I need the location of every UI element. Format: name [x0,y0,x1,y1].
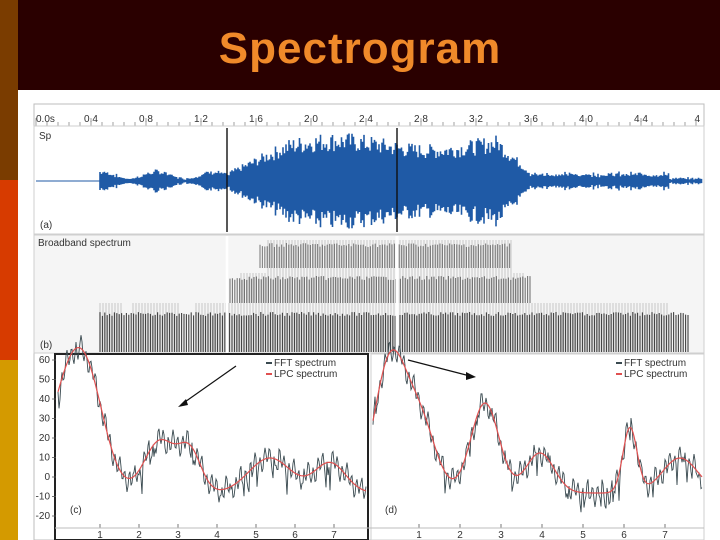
decorative-left-bars [0,0,18,540]
panel-d-tag: (d) [385,505,397,516]
legend-lpc-d: LPC spectrum [624,369,687,380]
fft-spectrum-line [372,341,703,513]
panel-d-legend: FFT spectrum LPC spectrum [616,358,687,380]
d-x-tick-label: 7 [662,530,668,540]
c-y-tick-label: 10 [39,453,51,464]
spectrum-panel-d: 1 2 3 4 5 6 7 (d) FFT spectrum LPC spectrum [370,341,705,540]
waveform-label: Sp [39,131,52,142]
d-x-tick-label: 4 [539,530,545,540]
c-y-tick-label: 50 [39,375,51,386]
c-x-tick-label: 7 [331,530,337,540]
d-x-tick-label: 6 [621,530,627,540]
spectrum-panel-c: 60 50 40 30 20 10 0 -10 -20 1 2 3 4 5 6 7 (c) FFT spec… [36,335,369,540]
c-y-tick-label: 0 [44,472,50,483]
time-tick-label: 0.0s [36,114,55,125]
bar-gold [0,360,18,540]
c-y-tick-label: 60 [39,355,51,366]
c-y-tick-label: 30 [39,414,51,425]
waveform-panel: Sp (a) [33,125,705,235]
c-x-tick-label: 2 [136,530,142,540]
arrow-c [178,365,237,407]
bar-brown [0,0,18,180]
legend-lpc-c: LPC spectrum [274,369,337,380]
legend-fft-c: FFT spectrum [274,358,336,369]
spectrogram-formant-band [99,312,689,352]
legend-fft-d: FFT spectrum [624,358,686,369]
c-x-tick-label: 6 [292,530,298,540]
figure-svg: 0.0s 0.4 0.8 1.2 1.6 2.0 2.4 2.8 3.2 3.6 4.0 4.4 4 S… [33,103,705,540]
c-x-tick-label: 1 [97,530,103,540]
fft-spectrum-line [57,335,367,503]
speech-figure: 0.0s 0.4 0.8 1.2 1.6 2.0 2.4 2.8 3.2 3.6 4.0 4.4 4 S… [30,98,706,540]
spectrogram-panel: Broadband spectrum (b) [33,234,705,354]
slide-title: Spectrogram [218,24,502,73]
waveform-signal [99,133,703,229]
c-y-tick-label: -10 [36,492,51,503]
time-tick-label: 4 [694,114,700,125]
d-x-tick-label: 1 [416,530,422,540]
panel-c-legend: FFT spectrum LPC spectrum [266,358,337,380]
c-y-tick-label: 20 [39,433,51,444]
panel-a-tag: (a) [40,220,52,231]
panel-b-tag: (b) [40,340,52,351]
spectrogram-label: Broadband spectrum [38,238,131,249]
spectrogram-formant-band [259,243,511,268]
c-y-tick-label: 40 [39,394,51,405]
d-x-tick-label: 3 [498,530,504,540]
title-bar [18,0,720,90]
d-x-tick-label: 2 [457,530,463,540]
c-x-tick-label: 3 [175,530,181,540]
lpc-spectrum-line [57,347,367,492]
d-x-tick-label: 5 [580,530,586,540]
c-y-tick-label: -20 [36,511,51,522]
c-x-tick-label: 5 [253,530,259,540]
bar-red [0,180,18,360]
arrow-d [407,359,476,380]
c-x-tick-label: 4 [214,530,220,540]
panel-c-tag: (c) [70,505,82,516]
lpc-spectrum-line [372,349,703,494]
